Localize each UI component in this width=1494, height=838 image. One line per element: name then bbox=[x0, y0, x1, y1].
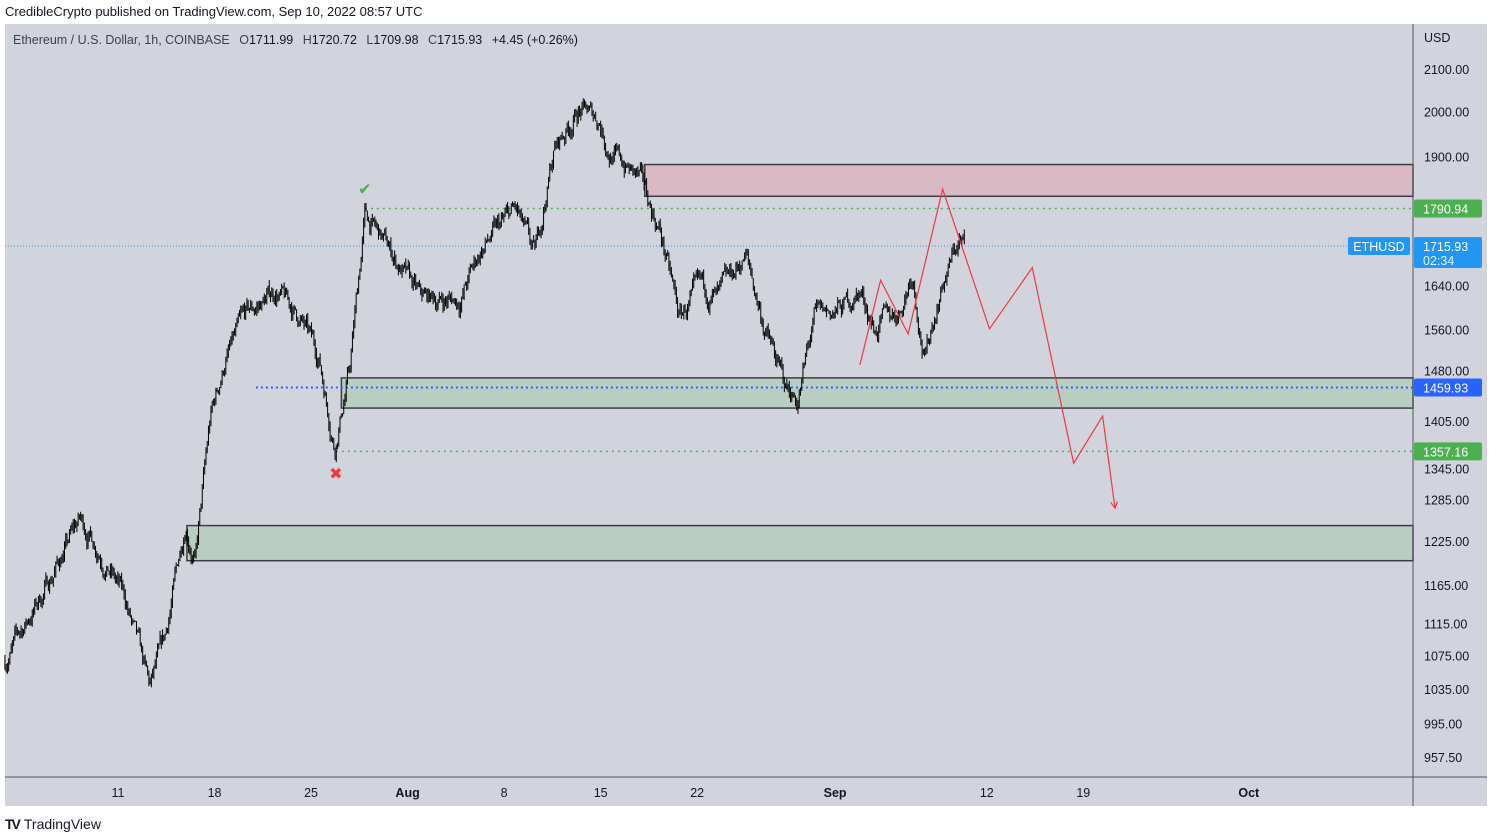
y-tick-label: 1285.00 bbox=[1424, 493, 1469, 507]
symbol-badge-label: ETHUSD bbox=[1353, 240, 1404, 254]
y-tick-label: 1900.00 bbox=[1424, 151, 1469, 165]
support-label: 1357.16 bbox=[1423, 445, 1468, 459]
y-tick-label: 1345.00 bbox=[1424, 462, 1469, 476]
tradingview-logo-icon: TV bbox=[5, 816, 21, 832]
x-tick-label: Sep bbox=[824, 786, 847, 800]
resistance-label: 1790.94 bbox=[1423, 202, 1468, 216]
y-tick-label: 1075.00 bbox=[1424, 650, 1469, 664]
x-tick-label: 11 bbox=[112, 786, 125, 800]
x-tick-label: 19 bbox=[1076, 786, 1090, 800]
x-tick-label: 25 bbox=[304, 786, 318, 800]
y-tick-label: 1165.00 bbox=[1424, 579, 1468, 593]
x-tick-label: 22 bbox=[690, 786, 704, 800]
y-tick-label: 957.50 bbox=[1424, 751, 1462, 765]
y-tick-label: 1480.00 bbox=[1424, 364, 1469, 378]
check-icon: ✔ bbox=[358, 179, 371, 198]
high-value: 1720.72 bbox=[311, 33, 357, 47]
support-badge bbox=[1414, 442, 1482, 461]
open-value: 1711.99 bbox=[248, 33, 294, 47]
x-tick-label: Aug bbox=[395, 786, 419, 800]
x-tick-label: Oct bbox=[1238, 786, 1260, 800]
x-tick-label: 15 bbox=[594, 786, 608, 800]
last-price-badge bbox=[1414, 236, 1482, 268]
last-price-label: 1715.93 bbox=[1423, 240, 1468, 254]
supply-zone bbox=[644, 163, 1414, 198]
bar-countdown-label: 02:34 bbox=[1423, 254, 1454, 268]
y-tick-label: 1640.00 bbox=[1424, 280, 1469, 294]
y-tick-label: 1405.00 bbox=[1424, 415, 1469, 429]
mid-level-badge bbox=[1414, 378, 1482, 397]
chart-frame[interactable] bbox=[5, 24, 1487, 806]
x-tick-label: 12 bbox=[980, 786, 994, 800]
publisher-line: CredibleCrypto published on TradingView.… bbox=[5, 4, 423, 19]
symbol-badge bbox=[1348, 236, 1410, 255]
low-value: 1709.98 bbox=[373, 33, 419, 47]
y-tick-label: 1035.00 bbox=[1424, 683, 1469, 697]
x-tick-label: 8 bbox=[501, 786, 508, 800]
symbol-legend: Ethereum / U.S. Dollar, 1h, COINBASE O17… bbox=[13, 33, 578, 47]
demand-mid-zone bbox=[340, 377, 1414, 409]
demand-low-zone bbox=[186, 524, 1414, 562]
close-value: 1715.93 bbox=[437, 33, 483, 47]
cross-icon: ✖ bbox=[329, 464, 342, 483]
y-tick-label: 2100.00 bbox=[1424, 63, 1469, 77]
y-tick-label: 995.00 bbox=[1424, 717, 1462, 731]
footer[interactable]: TV TradingView bbox=[5, 816, 101, 832]
symbol-name: Ethereum / U.S. Dollar, 1h, COINBASE bbox=[13, 33, 230, 47]
projection-arrowhead-icon bbox=[1110, 501, 1119, 510]
y-tick-label: 1115.00 bbox=[1424, 618, 1467, 632]
resistance-badge bbox=[1414, 199, 1482, 218]
y-tick-label: 1225.00 bbox=[1424, 535, 1469, 549]
y-tick-label: 1560.00 bbox=[1424, 323, 1469, 337]
brand-name: TradingView bbox=[23, 816, 101, 832]
mid-level-label: 1459.93 bbox=[1423, 381, 1468, 395]
change-value: +4.45 (+0.26%) bbox=[491, 33, 578, 47]
y-tick-label: 2000.00 bbox=[1424, 106, 1469, 120]
projection-path bbox=[859, 186, 1116, 509]
currency-label: USD bbox=[1424, 31, 1450, 45]
x-tick-label: 18 bbox=[208, 786, 222, 800]
